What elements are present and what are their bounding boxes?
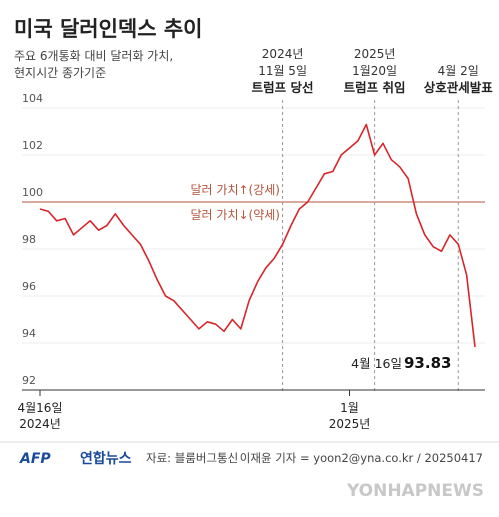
- y-tick-label: 104: [22, 92, 43, 105]
- credit: 이재윤 기자 = yoon2@yna.co.kr / 20250417: [240, 451, 483, 465]
- event-date: 2024년 11월 5일: [258, 47, 307, 78]
- y-tick-label: 102: [22, 139, 43, 152]
- reference-above: 달러 가치↑(강세): [191, 183, 280, 197]
- chart-title: 미국 달러인덱스 추이: [14, 17, 203, 41]
- y-tick-label: 94: [22, 327, 36, 340]
- end-label: 4월 16일: [351, 356, 402, 371]
- event-date: 2025년 1월20일: [352, 47, 397, 78]
- reference-below: 달러 가치↓(약세): [191, 207, 280, 222]
- event-label: 트럼프 취임: [344, 80, 406, 95]
- agency-logo: AFP: [19, 451, 51, 467]
- y-tick-label: 100: [22, 186, 43, 199]
- y-tick-label: 96: [22, 280, 36, 293]
- x-tick-label: 4월16일 2024년: [18, 401, 63, 431]
- event-date: 4월 2일: [438, 64, 479, 78]
- brand-logo: 연합뉴스: [80, 450, 132, 467]
- y-tick-label: 92: [22, 374, 36, 387]
- end-value: 93.83: [404, 354, 451, 372]
- series-line: [39, 123, 476, 348]
- source: 자료: 블룸버그통신: [146, 451, 238, 465]
- x-tick-label: 1월 2025년: [329, 401, 371, 431]
- subtitle: 주요 6개통화 대비 달러화 가치, 현지시간 종가기준: [14, 49, 173, 80]
- y-tick-label: 98: [22, 233, 36, 246]
- event-label: 트럼프 당선: [252, 80, 314, 95]
- event-label: 상호관세발표: [424, 80, 494, 95]
- watermark: YONHAPNEWS: [346, 481, 484, 501]
